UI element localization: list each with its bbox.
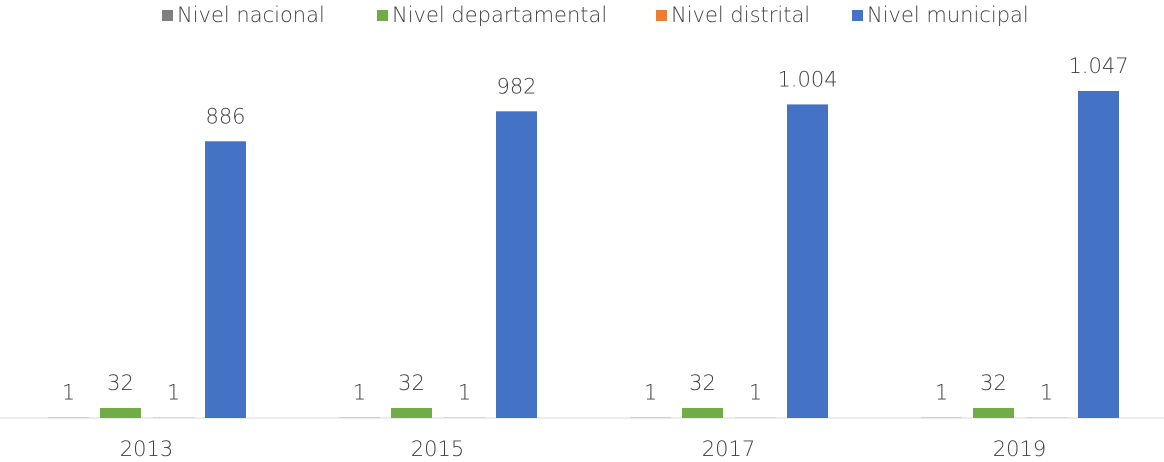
data-label: 1 [167, 381, 180, 405]
bar [787, 104, 828, 418]
data-label: 1 [935, 381, 948, 405]
x-tick-label: 2013 [120, 437, 173, 461]
x-tick-label: 2017 [702, 437, 755, 461]
bar [391, 408, 432, 418]
data-label: 1 [353, 381, 366, 405]
bar [100, 408, 141, 418]
bar [496, 111, 537, 419]
data-label: 1.004 [777, 67, 837, 91]
data-label: 1.047 [1068, 54, 1128, 78]
legend-swatch [656, 10, 667, 21]
data-label: 1 [458, 381, 471, 405]
bar [205, 141, 246, 418]
legend-label: Nivel departamental [392, 3, 607, 27]
bar [682, 408, 723, 418]
data-label: 32 [689, 371, 716, 395]
x-tick-label: 2015 [411, 437, 464, 461]
data-label: 886 [205, 104, 245, 128]
legend-swatch [162, 10, 173, 21]
legend-label: Nivel nacional [177, 3, 325, 27]
data-label: 1 [644, 381, 657, 405]
data-label: 32 [107, 371, 134, 395]
x-tick-label: 2019 [993, 437, 1046, 461]
legend-swatch [377, 10, 388, 21]
data-label: 1 [1040, 381, 1053, 405]
data-label: 1 [62, 381, 75, 405]
bar [1078, 91, 1119, 418]
data-label: 32 [398, 371, 425, 395]
legend-swatch [852, 10, 863, 21]
data-label: 1 [749, 381, 762, 405]
legend-label: Nivel distrital [671, 3, 810, 27]
bar [973, 408, 1014, 418]
data-label: 32 [980, 371, 1007, 395]
legend-label: Nivel municipal [867, 3, 1029, 27]
data-label: 982 [496, 74, 536, 98]
